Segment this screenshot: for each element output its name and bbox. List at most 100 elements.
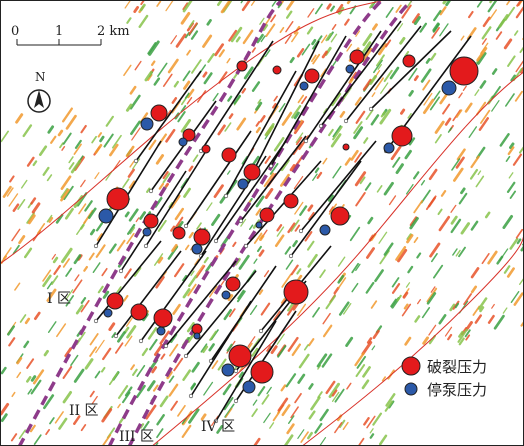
fracture-pressure-point (330, 206, 350, 226)
texture-mark (442, 1, 448, 5)
texture-mark (241, 1, 251, 12)
texture-mark (177, 111, 186, 123)
texture-mark (451, 158, 461, 171)
texture-mark (506, 1, 511, 6)
scale-tick-0: 0 (11, 24, 19, 39)
zone-boundary-line (108, 1, 383, 445)
texture-mark (277, 397, 289, 412)
texture-mark (365, 247, 375, 259)
texture-mark (369, 2, 375, 9)
texture-mark (182, 274, 188, 282)
texture-mark (31, 202, 41, 214)
texture-mark (157, 62, 168, 78)
texture-mark (449, 303, 456, 312)
texture-mark (188, 274, 198, 288)
well-line (240, 135, 307, 222)
texture-mark (312, 35, 323, 50)
texture-mark (1, 402, 10, 416)
texture-mark (440, 190, 447, 197)
texture-mark (330, 92, 342, 107)
texture-mark (72, 279, 83, 294)
texture-mark (287, 222, 296, 234)
texture-mark (519, 46, 523, 54)
texture-mark (286, 423, 295, 435)
texture-mark (80, 331, 86, 339)
texture-mark (180, 105, 187, 113)
texture-mark (187, 283, 197, 297)
texture-mark (95, 339, 105, 354)
texture-mark (437, 208, 443, 216)
texture-mark (148, 139, 157, 151)
texture-mark (291, 343, 301, 357)
texture-mark (380, 82, 389, 94)
texture-mark (354, 352, 365, 367)
texture-mark (406, 233, 412, 241)
texture-mark (51, 253, 56, 260)
texture-mark (211, 213, 221, 226)
texture-mark (465, 321, 473, 332)
texture-mark (116, 239, 126, 252)
texture-mark (263, 412, 271, 424)
shutin-pressure-point (299, 81, 309, 91)
texture-mark (89, 346, 97, 357)
texture-mark (126, 325, 137, 339)
texture-mark (397, 23, 404, 32)
texture-mark (464, 329, 471, 338)
texture-mark (379, 108, 392, 125)
fracture-pressure-point (283, 193, 299, 209)
texture-mark (506, 181, 516, 193)
texture-mark (261, 394, 270, 405)
texture-mark (29, 424, 36, 433)
texture-mark (12, 244, 20, 255)
texture-mark (105, 115, 114, 127)
texture-mark (294, 224, 301, 232)
texture-mark (109, 143, 119, 157)
texture-mark (407, 265, 414, 274)
well-end-marker (113, 333, 119, 339)
texture-mark (346, 43, 353, 52)
texture-mark (420, 180, 426, 186)
fracture-pressure-point (283, 279, 309, 305)
texture-mark (369, 75, 377, 85)
texture-mark (409, 216, 419, 230)
texture-mark (383, 69, 393, 83)
texture-mark (43, 394, 55, 410)
texture-mark (135, 384, 146, 399)
texture-mark (170, 194, 181, 209)
texture-mark (251, 347, 259, 357)
texture-mark (155, 275, 165, 289)
texture-mark (251, 81, 261, 92)
texture-mark (450, 215, 458, 225)
texture-mark (100, 366, 106, 373)
well-line (290, 160, 362, 257)
texture-mark (46, 214, 53, 223)
texture-mark (391, 283, 401, 294)
texture-mark (57, 129, 64, 137)
texture-mark (133, 6, 139, 13)
texture-mark (322, 312, 331, 325)
texture-mark (295, 132, 304, 143)
well-end-marker (183, 353, 189, 359)
texture-mark (129, 226, 136, 235)
texture-mark (123, 64, 132, 77)
texture-mark (480, 109, 491, 124)
texture-mark (503, 38, 513, 50)
texture-mark (128, 208, 139, 222)
texture-mark (124, 211, 130, 218)
texture-mark (92, 262, 101, 274)
texture-mark (402, 291, 409, 299)
texture-mark (520, 321, 523, 327)
north-arrow-icon (34, 90, 44, 108)
texture-mark (510, 291, 520, 304)
texture-mark (188, 20, 195, 28)
texture-mark (395, 4, 402, 13)
texture-mark (24, 247, 33, 259)
texture-mark (291, 104, 302, 119)
well-line (300, 140, 377, 232)
texture-mark (344, 18, 350, 26)
texture-mark (285, 259, 294, 270)
texture-mark (273, 310, 281, 321)
texture-mark (422, 98, 435, 115)
texture-mark (481, 38, 487, 45)
texture-mark (297, 303, 307, 317)
